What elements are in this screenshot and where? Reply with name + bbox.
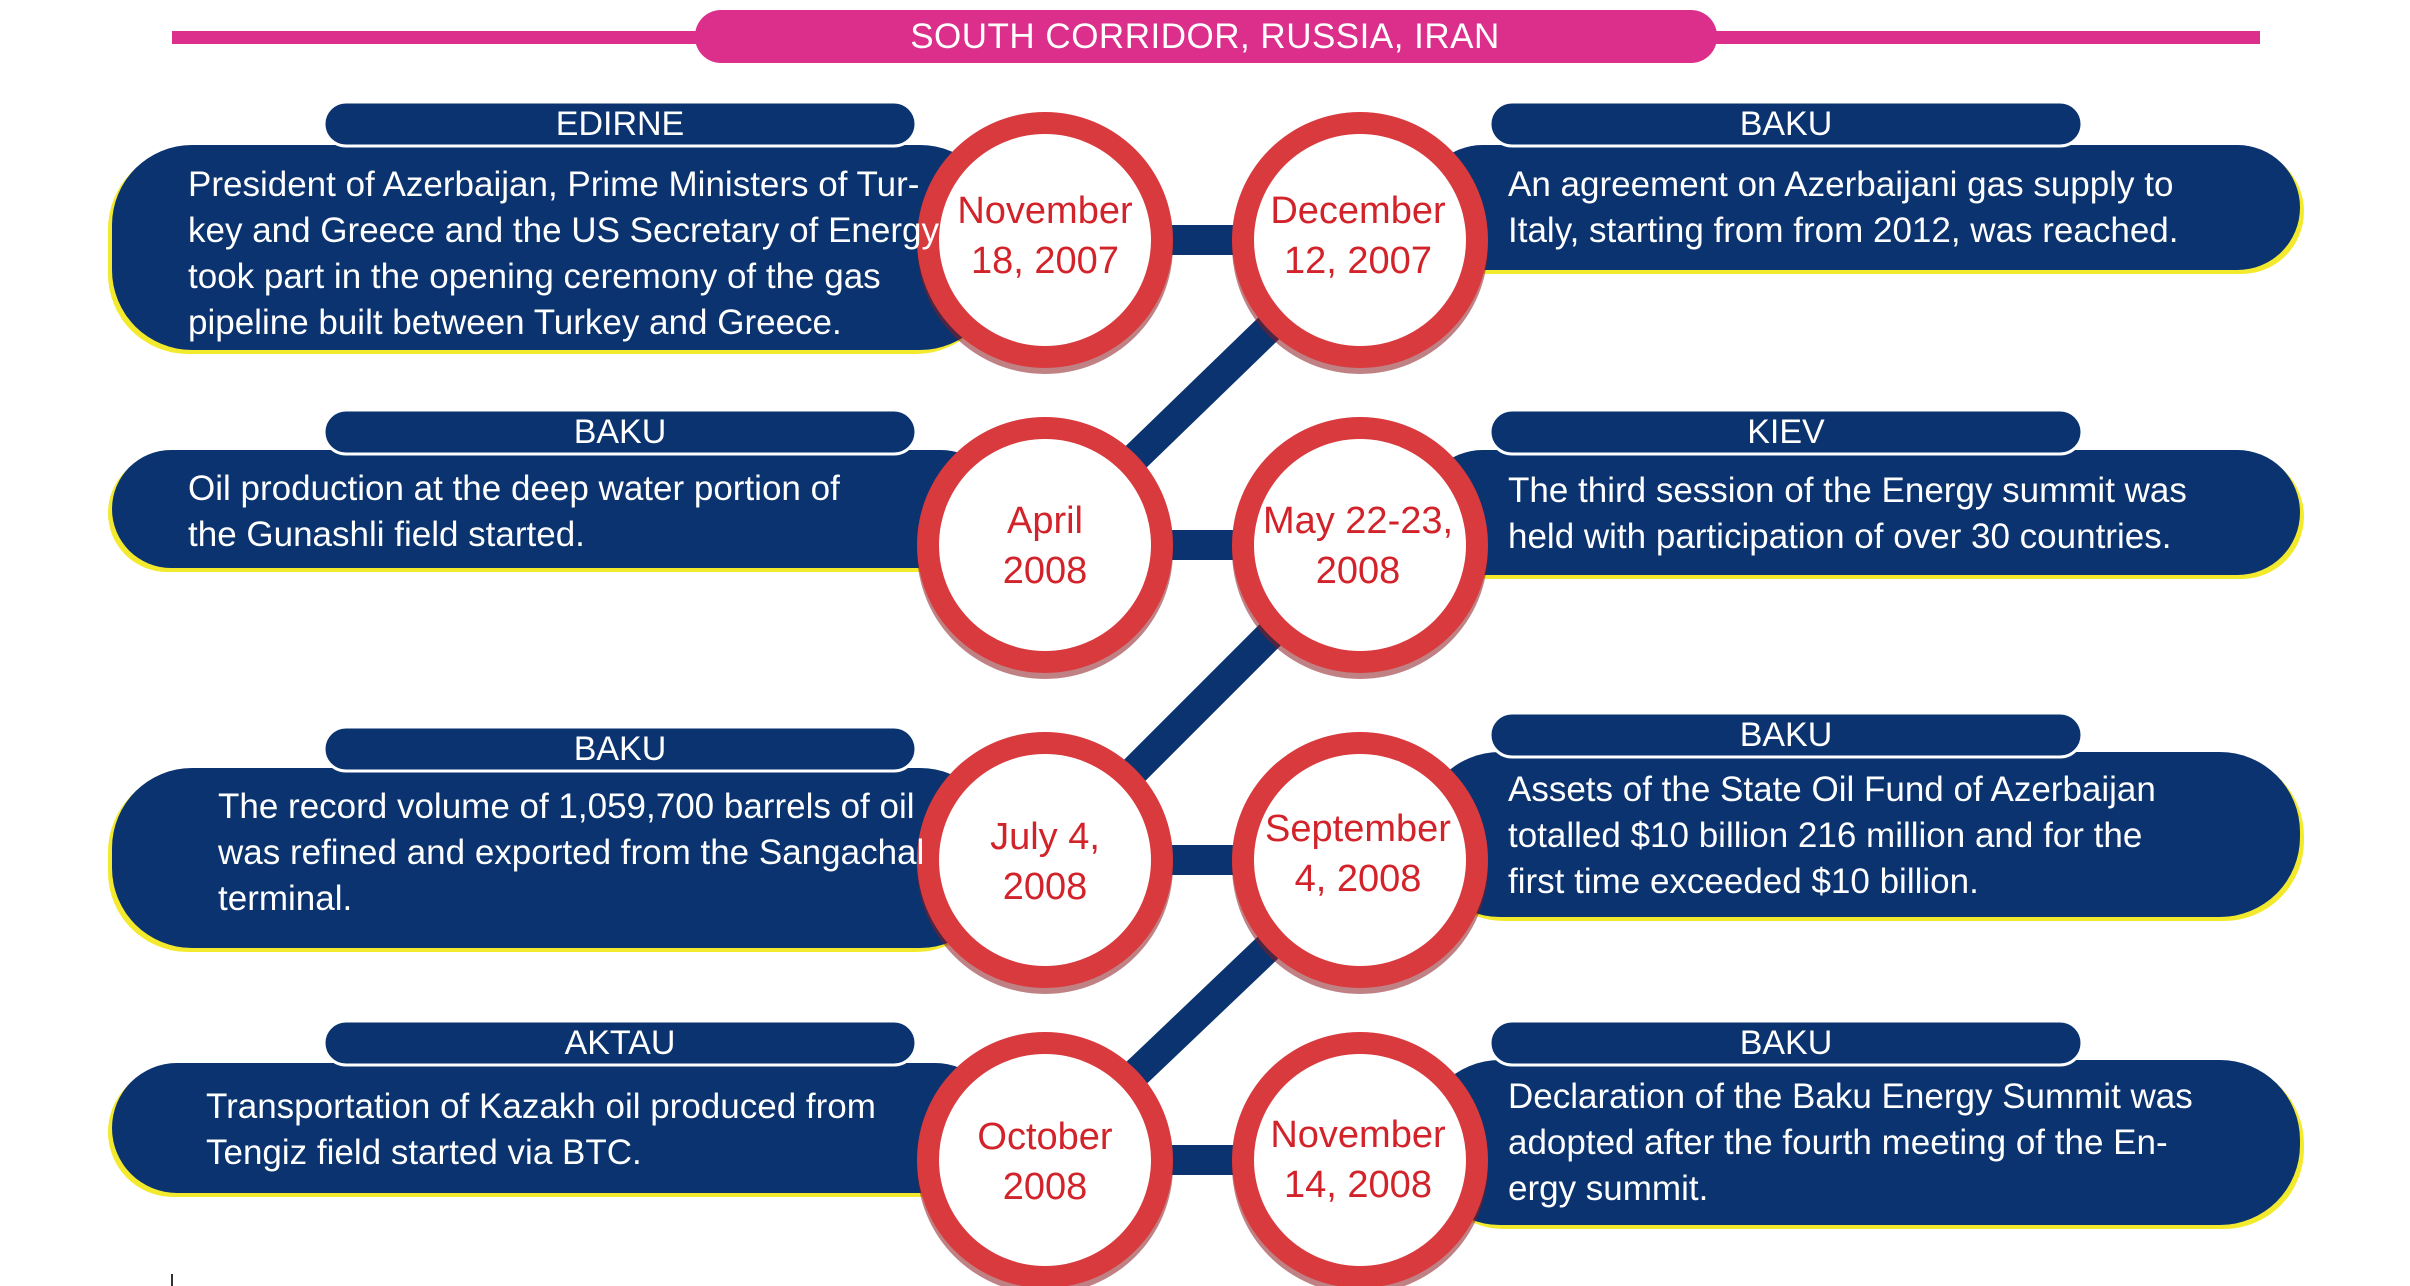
event-text-line: adopted after the fourth meeting of the … xyxy=(1508,1123,2168,1162)
event-box xyxy=(112,768,1000,948)
event-city-tab xyxy=(322,1019,918,1067)
event-text-line: took part in the opening ceremony of the… xyxy=(188,257,881,296)
event-box xyxy=(1420,752,2300,917)
event-city-label: BAKU xyxy=(1739,716,1833,754)
date-circle xyxy=(939,754,1151,966)
event-date-line: 2008 xyxy=(1002,550,1088,592)
event-date-line: 14, 2008 xyxy=(1284,1164,1432,1206)
event-date-line: December xyxy=(1270,190,1446,232)
event-date: November 18, 2007 xyxy=(940,186,1150,286)
event-date-line: October xyxy=(977,1116,1113,1158)
event-text-line: was refined and exported from the Sangac… xyxy=(218,833,925,872)
event-description: President of Azerbaijan, Prime Ministers… xyxy=(188,162,939,346)
event-text-line: the Gunashli field started. xyxy=(188,515,585,554)
event-box xyxy=(112,145,1000,350)
event-text-line: totalled $10 billion 216 million and for… xyxy=(1508,816,2143,855)
event-description: The third session of the Energy summit w… xyxy=(1508,468,2187,560)
event-city-tab xyxy=(1488,408,2084,456)
date-circle xyxy=(939,1054,1151,1266)
event-date: December 12, 2007 xyxy=(1253,186,1463,286)
event-text-line: first time exceeded $10 billion. xyxy=(1508,862,1979,901)
event-text-line: Oil production at the deep water portion… xyxy=(188,469,840,508)
event-city-label: BAKU xyxy=(573,730,667,768)
event-text-line: Declaration of the Baku Energy Summit wa… xyxy=(1508,1077,2193,1116)
event-text-line: The third session of the Energy summit w… xyxy=(1508,471,2187,510)
event-city-tab xyxy=(1488,100,2084,148)
event-city-label: AKTAU xyxy=(564,1024,676,1062)
timeline-connectors xyxy=(1034,225,1371,1175)
event-box xyxy=(112,1063,1000,1193)
event-date: May 22-23, 2008 xyxy=(1253,496,1463,596)
event-box xyxy=(1420,1060,2300,1225)
event-description: An agreement on Azerbaijani gas supply t… xyxy=(1508,162,2178,254)
event-date: November 14, 2008 xyxy=(1253,1110,1463,1210)
event-description: The record volume of 1,059,700 barrels o… xyxy=(218,784,924,922)
event-description: Declaration of the Baku Energy Summit wa… xyxy=(1508,1074,2193,1212)
date-circle xyxy=(1254,754,1466,966)
event-city-tab xyxy=(322,725,918,773)
event-box xyxy=(1420,145,2300,270)
date-circle xyxy=(1254,134,1466,346)
event-city-tab xyxy=(1488,1019,2084,1067)
event-text-line: key and Greece and the US Secretary of E… xyxy=(188,211,939,250)
date-circle xyxy=(939,439,1151,651)
event-box xyxy=(112,450,1000,568)
event-date-line: 2008 xyxy=(1002,866,1088,908)
event-text-line: President of Azerbaijan, Prime Ministers… xyxy=(188,165,920,204)
event-text-line: Italy, starting from from 2012, was reac… xyxy=(1508,211,2179,250)
event-date: July 4, 2008 xyxy=(940,812,1150,912)
event-date-line: 2008 xyxy=(1315,550,1401,592)
event-city-label: BAKU xyxy=(573,413,667,451)
event-box xyxy=(1420,450,2300,575)
event-city-label: KIEV xyxy=(1747,413,1825,451)
event-description: Assets of the State Oil Fund of Azerbaij… xyxy=(1508,767,2156,905)
event-date-line: 2008 xyxy=(1002,1166,1088,1208)
event-city-label: EDIRNE xyxy=(555,105,685,143)
event-text-line: Assets of the State Oil Fund of Azerbaij… xyxy=(1508,770,2156,809)
event-date: October 2008 xyxy=(940,1112,1150,1212)
event-city-tab xyxy=(322,100,918,148)
event-date: April 2008 xyxy=(940,496,1150,596)
event-text-line: pipeline built between Turkey and Greece… xyxy=(188,303,842,342)
event-date-line: November xyxy=(1270,1114,1446,1156)
event-date-line: April xyxy=(1006,500,1084,542)
event-city-tab xyxy=(322,408,918,456)
event-description: Transportation of Kazakh oil produced fr… xyxy=(206,1084,876,1176)
event-date-line: November xyxy=(957,190,1133,232)
event-date-line: 12, 2007 xyxy=(1284,240,1432,282)
date-circle xyxy=(939,134,1151,346)
event-date-line: 18, 2007 xyxy=(971,240,1119,282)
event-date-line: May 22-23, xyxy=(1262,500,1454,542)
date-circle xyxy=(1254,439,1466,651)
event-text-line: held with participation of over 30 count… xyxy=(1508,517,2172,556)
event-date: September 4, 2008 xyxy=(1253,804,1463,904)
date-circles xyxy=(917,112,1488,1286)
event-description: Oil production at the deep water portion… xyxy=(188,466,840,558)
event-date-line: July 4, xyxy=(990,816,1100,858)
event-date-line: September xyxy=(1265,808,1451,850)
event-text-line: ergy summit. xyxy=(1508,1169,1709,1208)
event-city-label: BAKU xyxy=(1739,1024,1833,1062)
event-text-line: terminal. xyxy=(218,879,353,918)
event-text-line: An agreement on Azerbaijani gas supply t… xyxy=(1508,165,2174,204)
event-boxes xyxy=(108,100,2304,1229)
date-circle xyxy=(1254,1054,1466,1266)
event-text-line: The record volume of 1,059,700 barrels o… xyxy=(218,787,915,826)
event-city-label: BAKU xyxy=(1739,105,1833,143)
event-date-line: 4, 2008 xyxy=(1294,858,1422,900)
event-city-tab xyxy=(1488,711,2084,759)
event-text-line: Transportation of Kazakh oil produced fr… xyxy=(206,1087,876,1126)
header-pill xyxy=(695,10,1717,63)
event-text-line: Tengiz field started via BTC. xyxy=(206,1133,642,1172)
header-title: SOUTH CORRIDOR, RUSSIA, IRAN xyxy=(910,17,1500,56)
